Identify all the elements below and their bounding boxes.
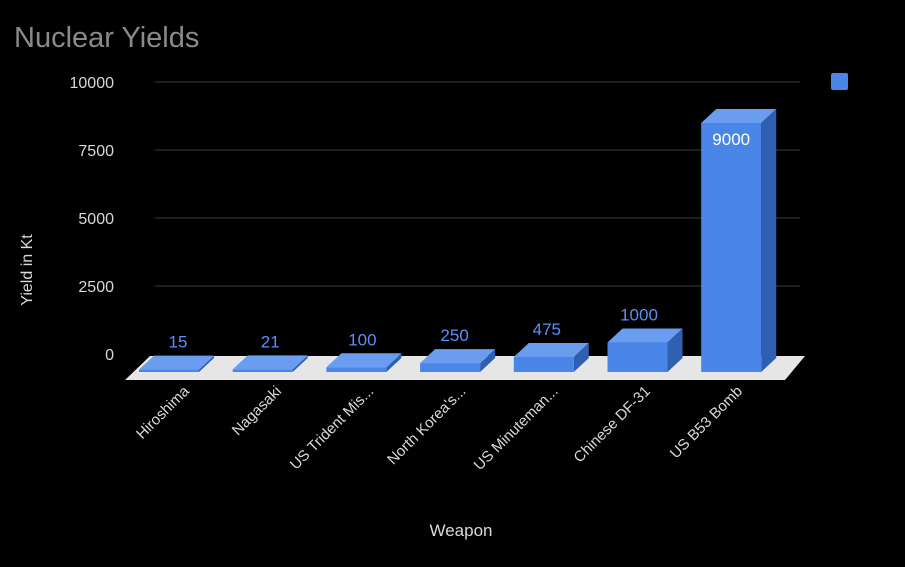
bar: 100 [326,330,402,372]
chart-title: Nuclear Yields [14,22,199,54]
bar-top [513,342,589,357]
x-tick-label: US Trident Mis... [287,383,377,473]
legend-swatch[interactable] [831,73,848,90]
data-label: 475 [533,320,561,339]
bar-side [480,349,496,372]
bar-front [513,356,574,372]
x-tick-label: Nagasaki [229,383,285,439]
data-label: 100 [348,330,376,349]
y-axis-label: Yield in Kt [19,234,36,306]
bar: 475 [513,320,589,372]
bar-side [573,342,589,372]
bar-side [761,109,777,372]
bar-front [420,363,481,372]
data-label: 250 [440,326,468,345]
data-label: 21 [261,332,280,351]
bar-front [139,369,199,372]
y-tick-label: 10000 [70,75,115,92]
x-tick-label: North Korea's... [384,383,469,468]
bar-top [139,355,214,370]
bar-side [292,355,308,372]
data-label: 1000 [620,306,658,325]
bar-top [607,328,683,343]
bar: 21 [232,332,308,372]
y-tick-label: 0 [105,347,114,364]
bar-front [607,342,668,372]
data-label: 9000 [712,130,750,149]
x-tick-label: Hiroshima [133,382,193,442]
bar-top [232,355,308,370]
bar-side [667,328,683,372]
y-tick-label: 2500 [78,279,114,296]
y-tick-label: 7500 [78,143,114,160]
x-tick-label: US B53 Bomb [667,383,746,462]
bar: 9000 [701,109,777,372]
bar-front [232,369,293,372]
bar-top [326,353,402,368]
bar-top [420,349,496,364]
bar-side [386,353,402,372]
bar-top [701,109,777,123]
x-tick-label: US Minuteman... [471,383,562,474]
bar: 250 [420,326,496,372]
x-axis-label: Weapon [429,521,492,540]
data-label: 15 [169,333,188,352]
x-tick-label: Chinese DF-31 [570,383,653,466]
bar-front [701,123,762,372]
bar: 15 [139,333,214,372]
y-tick-label: 5000 [78,211,114,228]
bar-front [326,367,387,372]
bar: 1000 [607,306,683,372]
bar-side [199,355,214,372]
